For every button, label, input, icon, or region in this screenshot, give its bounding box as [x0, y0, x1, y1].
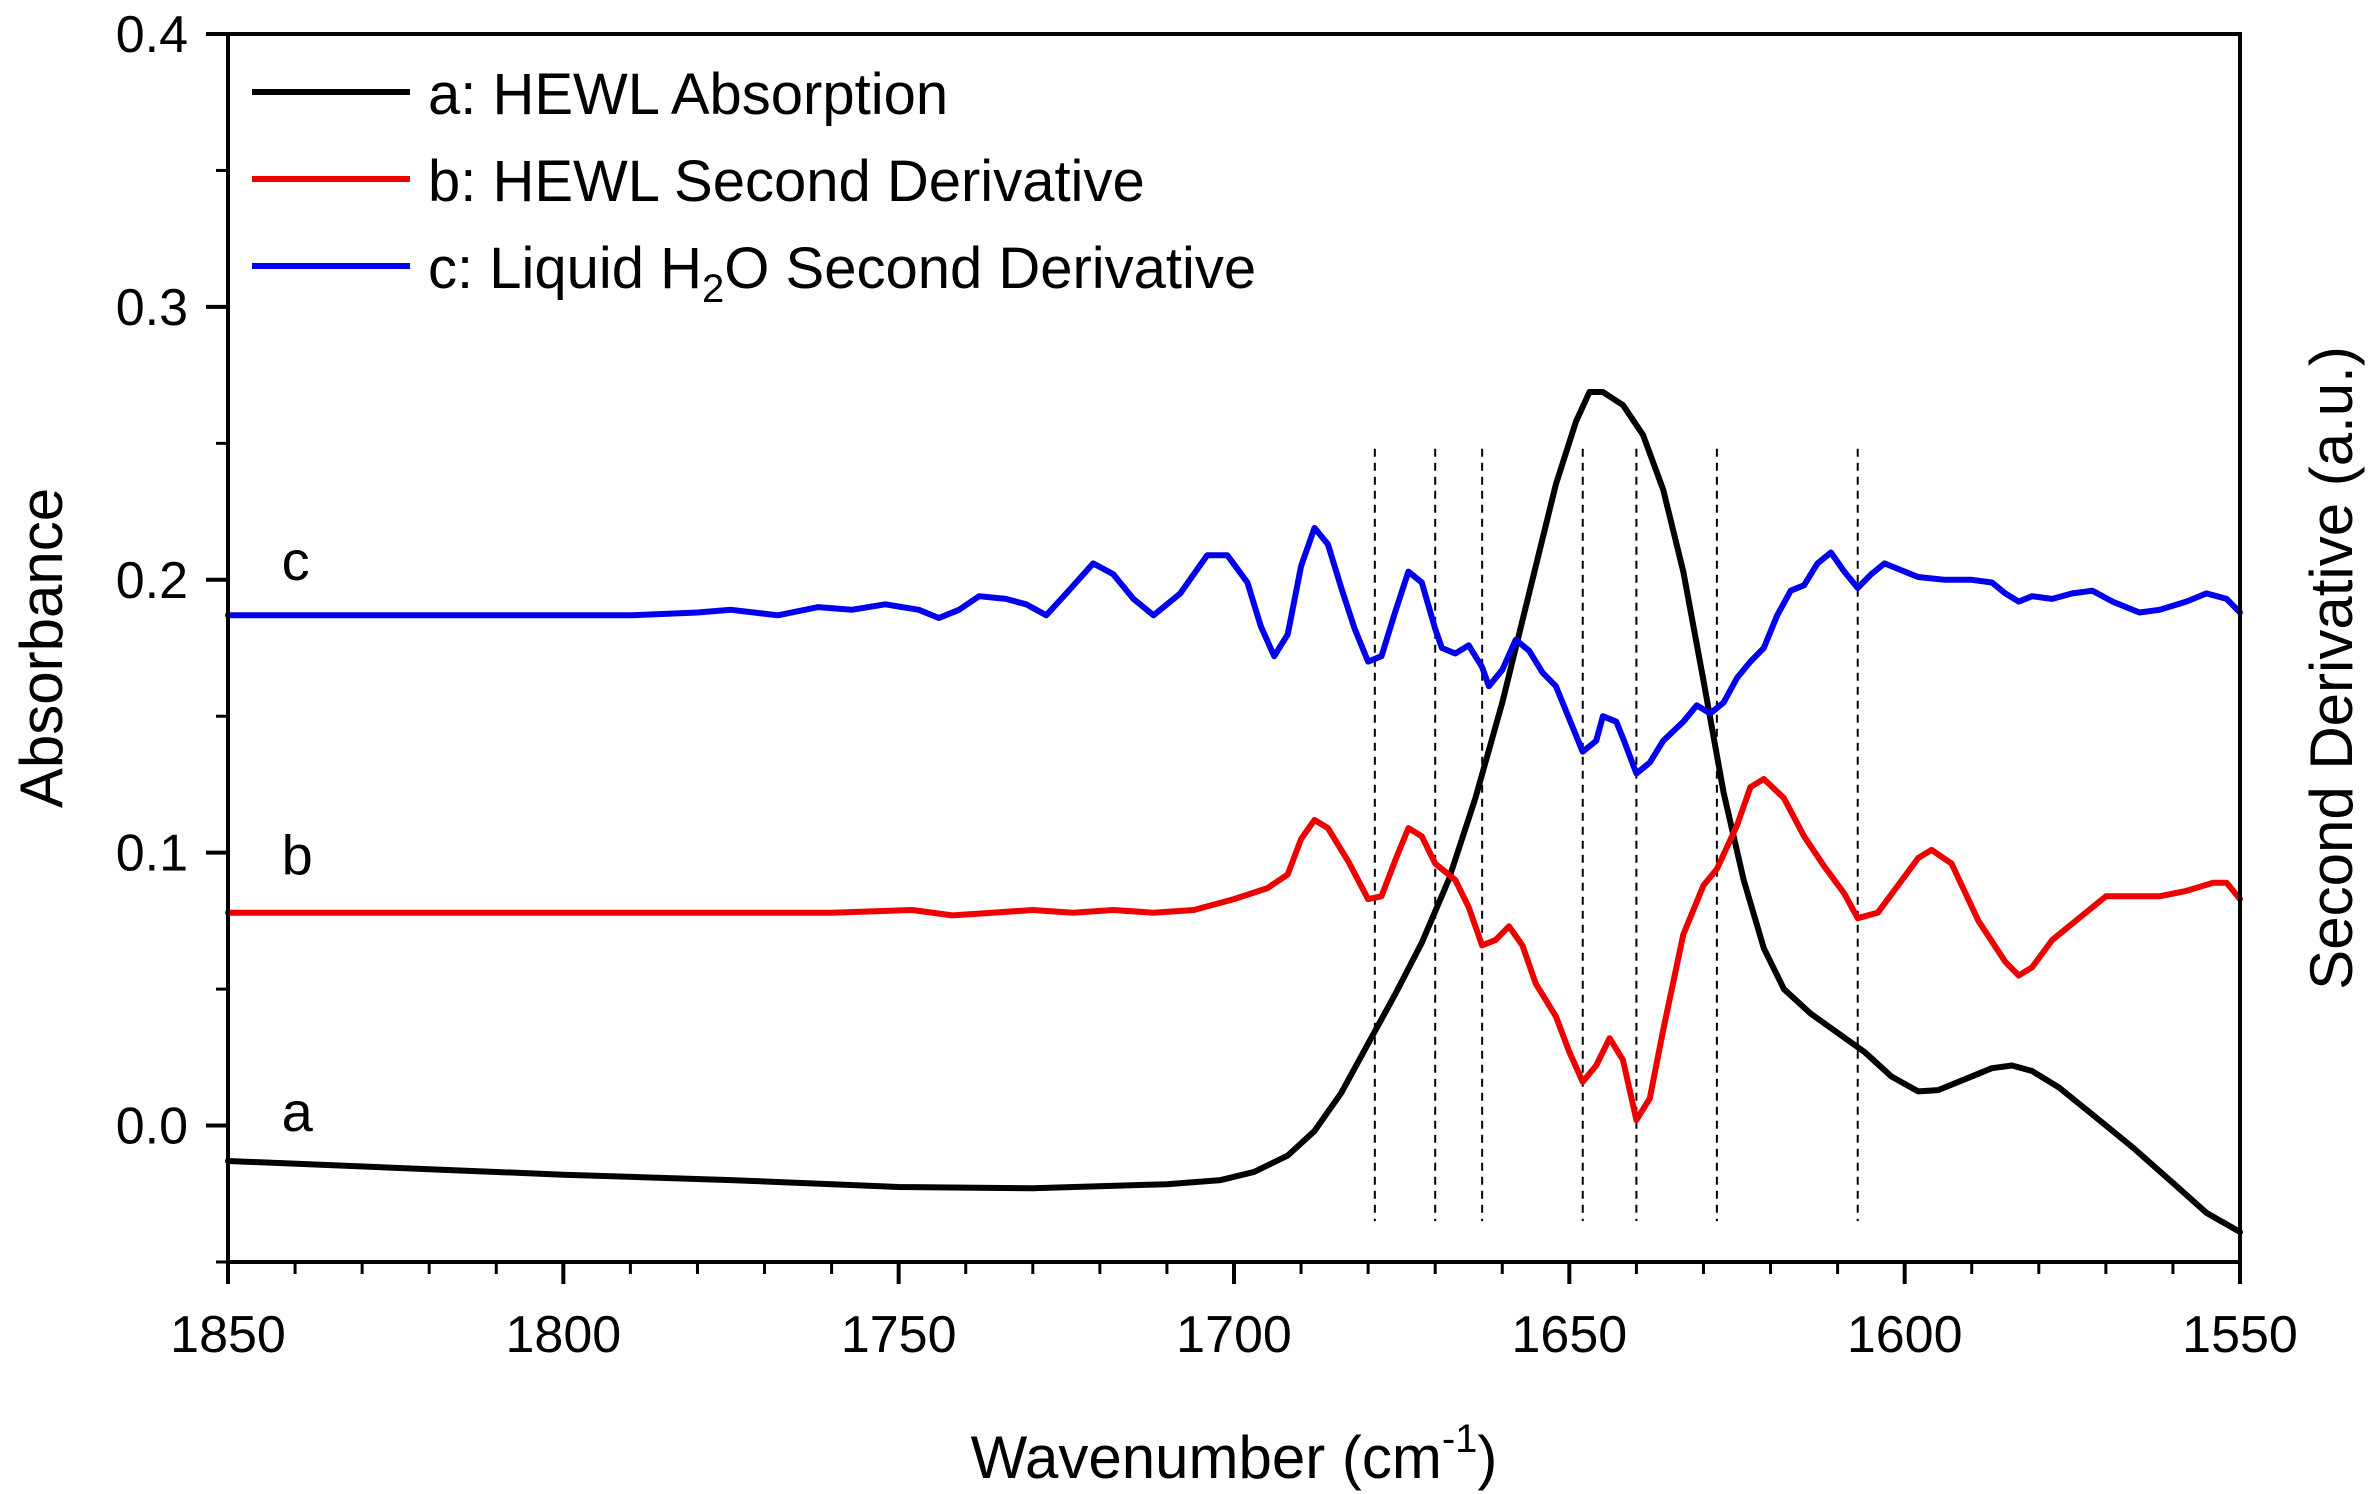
y-tick-label-0.3: 0.3: [116, 279, 188, 337]
x-tick-label-1650: 1650: [1511, 1306, 1627, 1364]
legend-label-c-subscript: 2: [702, 267, 724, 311]
x-axis-title-superscript: -1: [1442, 1417, 1478, 1461]
x-axis-title-main: Wavenumber (cm: [971, 1424, 1442, 1491]
legend-label-a: a: HEWL Absorption: [428, 62, 948, 127]
x-tick-label-1600: 1600: [1847, 1306, 1963, 1364]
plot-frame: [226, 32, 2242, 1264]
x-axis-title-end: ): [1477, 1424, 1497, 1491]
reference-lines: [1373, 448, 1859, 1222]
curve-label-a: a: [282, 1080, 314, 1143]
y-tick-label-0.0: 0.0: [116, 1098, 188, 1156]
x-tick-label-1800: 1800: [505, 1306, 621, 1364]
y-tick-label-0.2: 0.2: [116, 552, 188, 610]
legend-label-b: b: HEWL Second Derivative: [428, 149, 1145, 214]
series-line-c: [225, 524, 2243, 777]
x-axis-title: Wavenumber (cm-1): [971, 1417, 1498, 1491]
curve-label-c: c: [282, 529, 310, 592]
series-layer: [225, 389, 2243, 1235]
x-tick-label-1850: 1850: [170, 1306, 286, 1364]
y-axis-title: Absorbance: [8, 488, 75, 808]
series-line-a: [225, 389, 2243, 1235]
y2-axis-title: Second Derivative (a.u.): [2298, 346, 2365, 990]
curve-label-b: b: [282, 823, 313, 886]
x-tick-label-1750: 1750: [841, 1306, 957, 1364]
legend-label-c-end: O Second Derivative: [724, 236, 1256, 301]
axis-ticks: 1850 1800 1750 1700 1650 1600 1550 0.0 0.1 0.2 0.3…: [116, 6, 2298, 1364]
x-tick-label-1700: 1700: [1176, 1306, 1292, 1364]
series-line-b: [225, 776, 2243, 1124]
y-tick-label-0.1: 0.1: [116, 825, 188, 883]
y-tick-label-0.4: 0.4: [116, 6, 188, 64]
x-tick-label-1550: 1550: [2182, 1306, 2298, 1364]
legend-label-c: c: Liquid H2O Second Derivative: [428, 236, 1256, 311]
legend: a: HEWL Absorption b: HEWL Second Deriva…: [252, 62, 1256, 311]
legend-label-c-main: c: Liquid H: [428, 236, 702, 301]
